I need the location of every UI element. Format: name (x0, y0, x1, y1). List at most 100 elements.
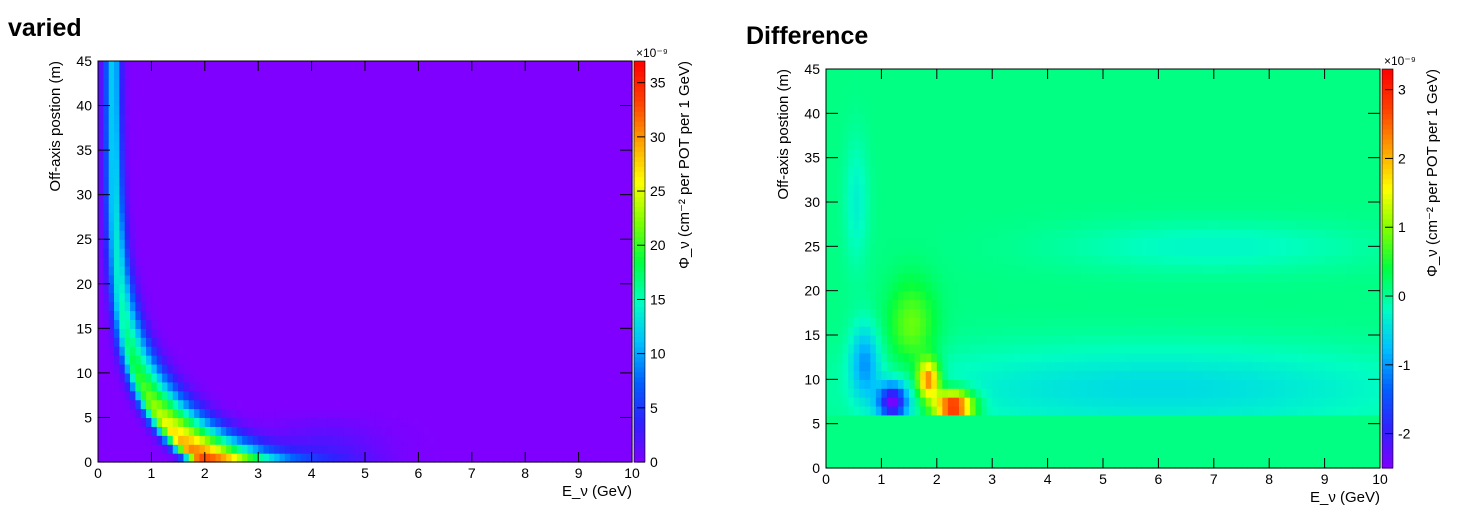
heatmap-cell (509, 417, 516, 427)
heatmap-cell (119, 444, 126, 454)
heatmap-cell (375, 159, 382, 169)
heatmap-cell (583, 248, 590, 258)
heatmap-cell (284, 167, 291, 178)
heatmap-cell (487, 265, 494, 276)
heatmap-cell (397, 417, 403, 427)
heatmap-cell (525, 435, 532, 445)
heatmap-cell (370, 87, 377, 98)
heatmap-cell (332, 159, 339, 169)
heatmap-cell (279, 355, 286, 365)
heatmap-cell (268, 123, 275, 133)
heatmap-cell (231, 61, 238, 71)
heatmap-cell (434, 239, 441, 249)
heatmap-cell (381, 141, 387, 151)
heatmap-cell (429, 283, 436, 294)
heatmap-cell (621, 61, 628, 71)
heatmap-cell (199, 301, 206, 312)
heatmap-cell (461, 292, 468, 303)
color-bar-cell (634, 351, 645, 358)
heatmap-cell (498, 69, 505, 80)
heatmap-cell (391, 87, 398, 98)
heatmap-cell (279, 274, 286, 285)
heatmap-cell (316, 426, 323, 436)
heatmap-cell (290, 444, 297, 454)
heatmap-cell (279, 203, 286, 214)
heatmap-cell (1163, 459, 1171, 469)
heatmap-cell (397, 239, 403, 249)
heatmap-cell (290, 257, 297, 267)
heatmap-cell (252, 132, 259, 142)
heatmap-cell (589, 96, 596, 107)
heatmap-cell (194, 185, 201, 196)
heatmap-cell (535, 265, 542, 276)
heatmap-cell (864, 432, 871, 442)
heatmap-cell (119, 194, 126, 205)
heatmap-cell (124, 78, 131, 89)
heatmap-cell (498, 132, 505, 142)
heatmap-cell (535, 69, 542, 80)
heatmap-cell (156, 426, 163, 436)
heatmap-cell (327, 435, 334, 445)
heatmap-cell (332, 453, 339, 463)
heatmap-cell (605, 203, 612, 214)
heatmap-cell (114, 150, 120, 160)
heatmap-cell (402, 426, 409, 436)
heatmap-cell (381, 212, 387, 222)
heatmap-cell (258, 265, 265, 276)
heatmap-cell (573, 239, 580, 249)
heatmap-cell (295, 390, 302, 401)
heatmap-cell (359, 141, 366, 151)
heatmap-cell (375, 69, 382, 80)
heatmap-cell (589, 114, 596, 124)
heatmap-cell (931, 432, 938, 442)
heatmap-cell (263, 185, 270, 196)
heatmap-cell (445, 87, 452, 98)
heatmap-cell (535, 61, 542, 71)
heatmap-cell (290, 274, 297, 285)
heatmap-cell (898, 432, 905, 442)
heatmap-cell (194, 105, 201, 116)
heatmap-cell (407, 453, 414, 463)
heatmap-cell (546, 346, 553, 356)
heatmap-cell (108, 230, 115, 240)
heatmap-cell (445, 185, 452, 196)
heatmap-cell (151, 292, 158, 303)
heatmap-cell (135, 399, 142, 410)
heatmap-cell (1169, 459, 1176, 469)
heatmap-cell (156, 363, 163, 374)
heatmap-cell (525, 399, 532, 410)
heatmap-cell (519, 435, 526, 445)
heatmap-cell (589, 292, 596, 303)
heatmap-cell (535, 96, 542, 107)
heatmap-cell (183, 292, 190, 303)
heatmap-cell (306, 381, 313, 392)
heatmap-cell (471, 319, 478, 329)
heatmap-cell (487, 230, 494, 240)
heatmap-cell (418, 435, 425, 445)
heatmap-cell (300, 372, 307, 383)
heatmap-cell (498, 444, 505, 454)
heatmap-cell (402, 390, 409, 401)
heatmap-cell (204, 141, 211, 151)
heatmap-cell (156, 212, 163, 222)
heatmap-cell (1363, 441, 1370, 451)
heatmap-cell (295, 132, 302, 142)
heatmap-cell (226, 69, 233, 80)
heatmap-cell (210, 435, 217, 445)
heatmap-cell (599, 337, 606, 347)
heatmap-cell (525, 212, 532, 222)
heatmap-cell (498, 239, 505, 249)
heatmap-cell (557, 310, 564, 321)
heatmap-cell (98, 372, 104, 383)
heatmap-cell (578, 203, 585, 214)
heatmap-cell (615, 399, 622, 410)
heatmap-cell (578, 355, 585, 365)
heatmap-cell (615, 167, 622, 178)
heatmap-cell (199, 96, 206, 107)
heatmap-cell (546, 123, 553, 133)
heatmap-cell (327, 176, 334, 187)
heatmap-cell (103, 105, 110, 116)
heatmap-cell (429, 212, 436, 222)
heatmap-cell (413, 355, 419, 365)
heatmap-cell (135, 61, 142, 71)
